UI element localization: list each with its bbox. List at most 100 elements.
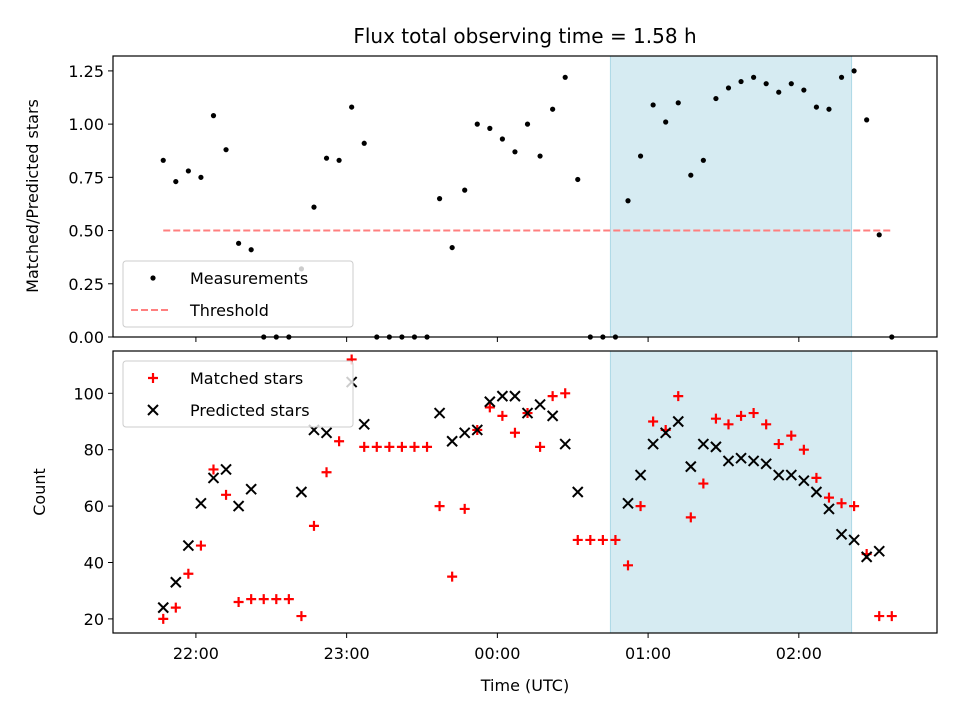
legend-box [122,260,354,328]
data-point [433,407,446,419]
data-point [559,438,571,450]
data-point [182,539,195,552]
data-point [361,140,367,146]
data-point [886,611,897,622]
data-point [835,528,848,541]
data-point [659,427,672,439]
x-tick-label: 00:00 [474,644,520,663]
data-point [524,121,531,127]
y-tick-label: 1.00 [68,115,104,134]
data-point [208,464,219,475]
data-point [610,534,621,545]
data-point [384,441,395,452]
data-point [672,415,684,428]
data-point [446,435,458,447]
data-point [371,441,382,452]
data-point [484,402,495,413]
data-point [637,153,644,159]
legend-swatch [150,275,156,281]
data-point [198,174,204,180]
axes-frame [112,55,938,338]
data-point [459,503,470,514]
data-point [751,74,757,80]
y-tick-label: 0.00 [68,328,104,347]
data-point [575,176,581,183]
data-point [688,172,694,178]
data-point [195,540,206,551]
data-point [810,486,823,498]
data-point [512,149,518,155]
data-point [550,106,556,112]
data-point [723,419,734,430]
legend: Matched stars Predicted stars [122,360,354,428]
data-point [798,475,810,487]
data-point [185,168,191,174]
y-tick-label: 0.75 [68,168,104,187]
data-point [232,500,245,512]
y-tick-label: 60 [84,497,104,516]
y-tick-label: 100 [73,384,104,403]
y-tick-label: 0.25 [68,275,104,294]
legend-box [122,360,354,428]
data-point [474,121,480,127]
data-point [635,501,646,512]
data-point [509,427,520,438]
data-point [838,74,845,80]
data-point [710,413,721,424]
data-point [220,463,232,476]
legend-label: Matched stars [190,369,303,388]
data-point [183,568,194,579]
data-point [535,441,546,452]
data-point [471,424,483,436]
data-point [160,157,166,163]
data-point [496,390,509,402]
legend-label: Predicted stars [190,401,310,420]
data-point [207,472,220,484]
chart-title: Flux total observing time = 1.58 h [353,24,696,48]
legend-swatch [148,373,158,383]
data-point [773,469,785,481]
x-tick-label: 22:00 [173,644,219,663]
data-point [748,408,759,419]
data-point [823,492,834,503]
data-point [801,87,807,93]
data-point [521,407,534,419]
data-point [848,534,860,546]
data-point [547,391,558,402]
data-point [776,89,782,95]
series-matched-stars [158,354,897,624]
data-point [170,576,182,588]
data-point [258,594,269,605]
data-point [484,396,496,408]
data-point [422,441,433,452]
data-point [487,125,493,131]
data-point [320,427,333,439]
data-point [248,247,254,253]
data-point [675,100,681,106]
legend-label: Threshold [189,301,269,320]
data-point [537,153,543,159]
data-point [562,74,568,80]
legend-swatch [147,404,159,416]
data-point [170,602,181,613]
data-point [851,68,857,74]
x-axis-label: Time (UTC) [480,676,569,695]
data-point [334,436,345,447]
data-point [233,596,244,607]
data-point [458,427,471,439]
data-point [321,467,332,478]
data-point [747,455,760,467]
data-point [195,497,207,509]
data-point [785,469,798,481]
data-point [873,545,885,557]
data-point [223,147,229,153]
observing-window-span [609,55,853,338]
data-point [763,81,769,87]
data-point [157,601,169,614]
data-point [396,441,407,452]
data-point [572,486,584,498]
data-point [349,104,355,110]
data-point [876,232,882,238]
y-tick-label: 40 [84,554,104,573]
